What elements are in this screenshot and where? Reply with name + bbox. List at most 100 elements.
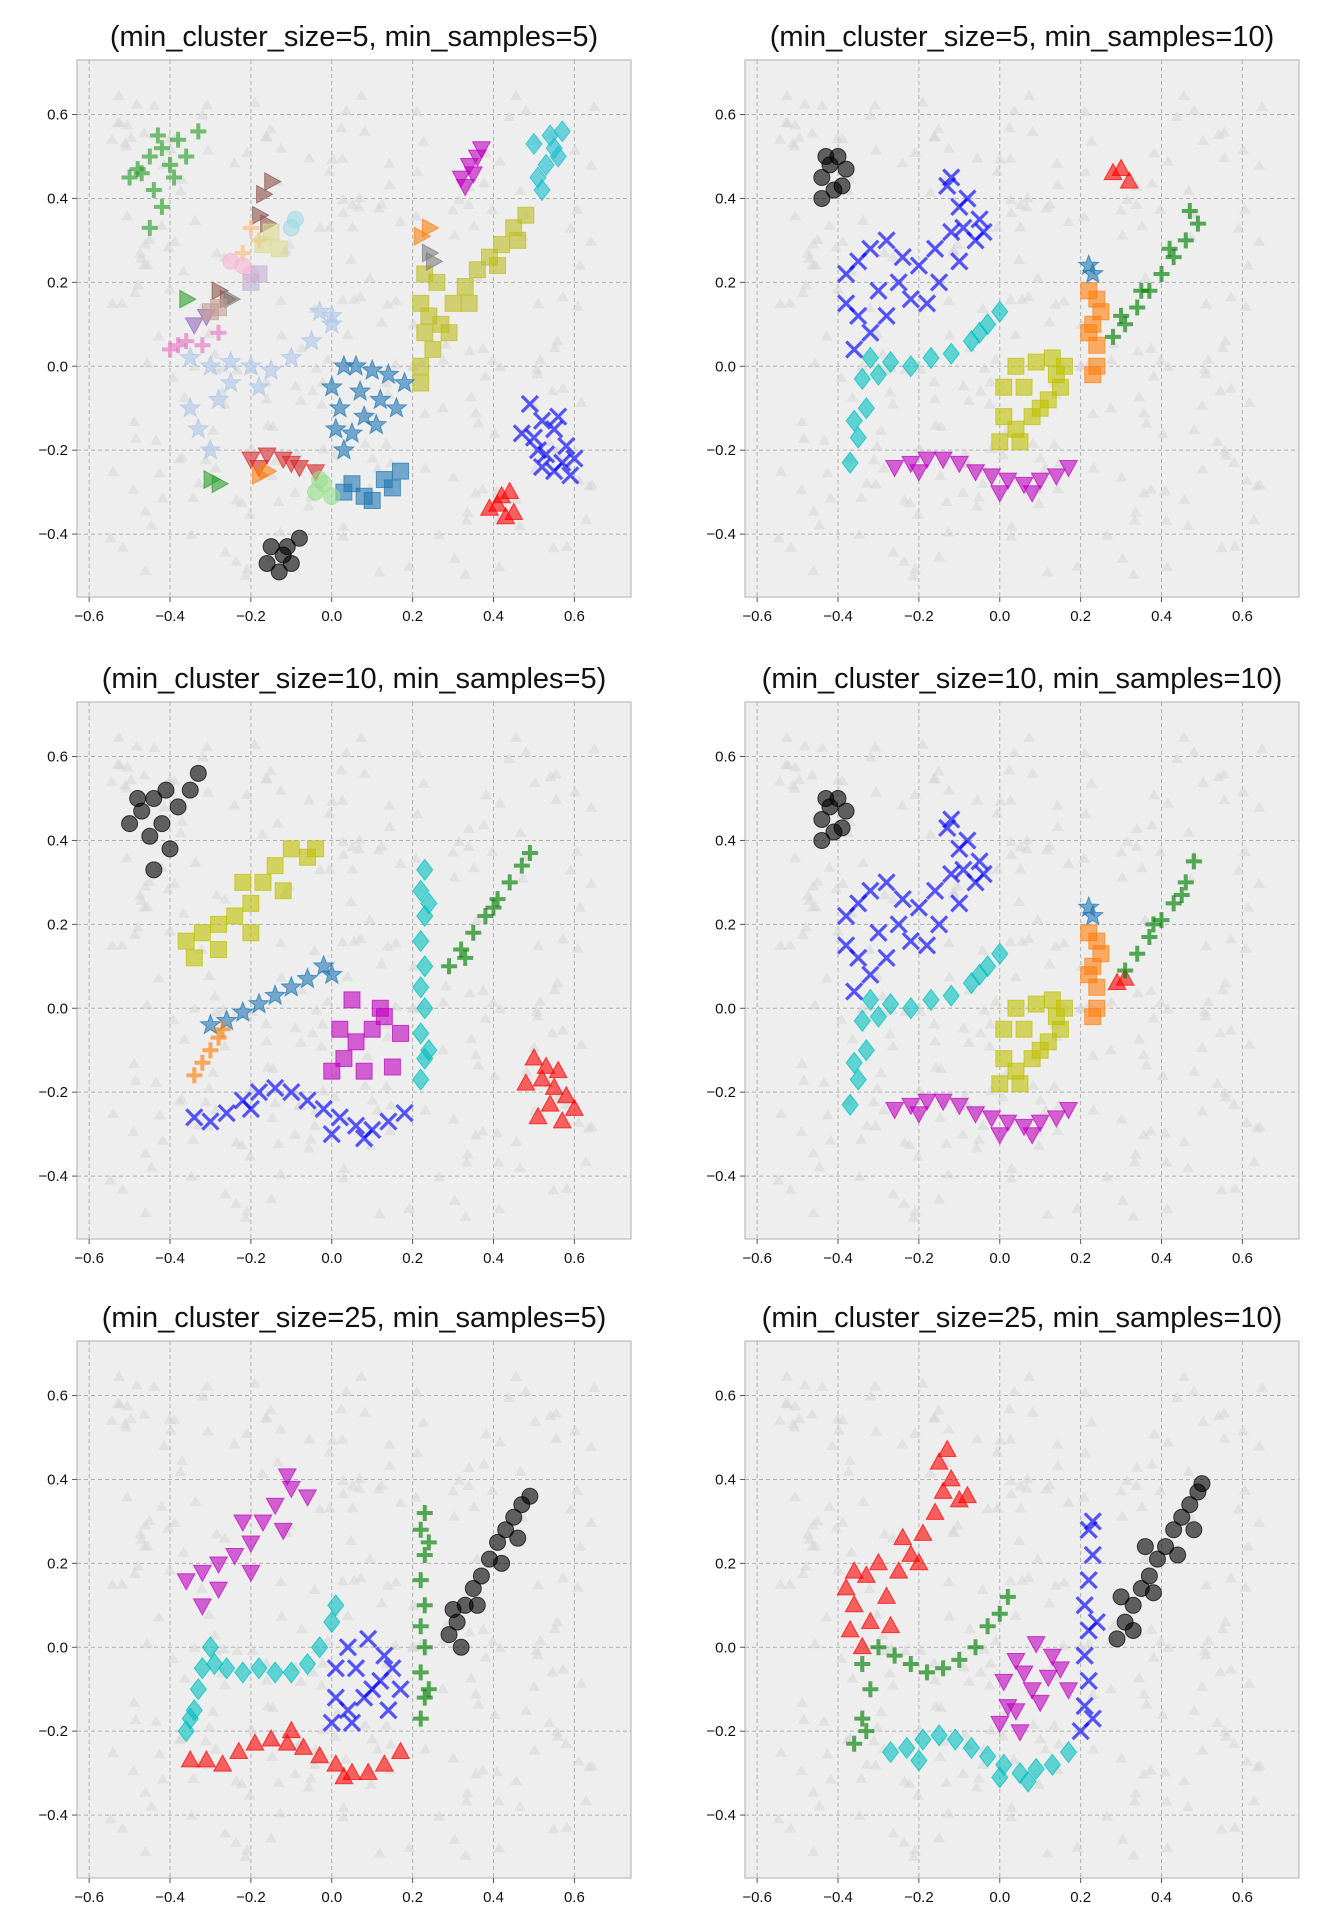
data-point [509, 1529, 527, 1547]
data-point [942, 864, 961, 884]
noise-point [141, 999, 154, 1010]
noise-point [119, 779, 132, 790]
cluster-points [121, 120, 584, 581]
data-point [994, 1673, 1014, 1692]
data-point [902, 1656, 919, 1673]
noise-point [797, 432, 810, 443]
data-point [201, 1112, 220, 1131]
noise-point [860, 1758, 873, 1769]
data-point [346, 1116, 366, 1135]
noise-point [1041, 1847, 1054, 1858]
noise-point [1161, 1203, 1174, 1214]
noise-point [899, 1645, 912, 1656]
data-point [485, 899, 502, 916]
data-point [444, 1601, 462, 1618]
noise-point [289, 486, 302, 497]
data-point [901, 290, 920, 309]
noise-point [520, 1704, 533, 1715]
data-point [1058, 1102, 1079, 1120]
x-tick-label: −0.4 [155, 1250, 185, 1267]
noise-point [1219, 977, 1232, 988]
data-point [524, 1047, 544, 1066]
data-point [416, 997, 434, 1020]
noise-point [1104, 402, 1117, 413]
data-point [854, 1656, 871, 1673]
noise-point [570, 203, 583, 214]
noise-point [269, 454, 282, 466]
noise-point [934, 1062, 947, 1073]
noise-point [1005, 520, 1018, 531]
data-point [853, 1009, 871, 1033]
data-point [998, 1699, 1018, 1717]
noise-point [323, 221, 336, 232]
noise-point [477, 1623, 490, 1634]
noise-point [978, 1004, 991, 1015]
noise-point [148, 99, 161, 111]
noise-point [916, 1377, 929, 1388]
x-tick-label: −0.4 [823, 1889, 853, 1906]
noise-point [1052, 1738, 1065, 1749]
data-point [250, 265, 268, 283]
noise-point [821, 467, 834, 478]
data-point [348, 379, 372, 401]
noise-point [1022, 932, 1035, 944]
data-point [412, 1521, 429, 1538]
noise-point [139, 1845, 152, 1857]
x-tick-label: 0.4 [483, 1889, 504, 1906]
data-point [954, 860, 973, 879]
data-point [877, 873, 896, 892]
noise-point [1232, 1503, 1245, 1514]
data-point [1189, 215, 1206, 232]
noise-point [1127, 568, 1140, 579]
noise-point [340, 104, 353, 116]
noise-point [871, 1082, 884, 1093]
data-point [247, 992, 271, 1014]
noise-point [141, 1638, 154, 1649]
noise-point [1214, 385, 1227, 396]
noise-point [1216, 341, 1229, 353]
data-point [322, 1124, 341, 1144]
data-point [412, 1710, 429, 1727]
noise-point [275, 329, 288, 340]
data-point [241, 1535, 261, 1554]
noise-point [486, 996, 499, 1007]
noise-point [1022, 290, 1035, 302]
data-point [1015, 1020, 1033, 1038]
noise-point [128, 1567, 141, 1578]
noise-point [1071, 1841, 1084, 1852]
noise-point [336, 152, 349, 163]
x-tick-label: 0.2 [402, 608, 423, 625]
data-point [958, 831, 977, 850]
noise-point [201, 741, 214, 752]
data-point [266, 1078, 285, 1098]
noise-point [295, 342, 308, 353]
data-point [416, 1597, 433, 1614]
noise-point [1039, 1743, 1052, 1754]
noise-point [1008, 104, 1021, 116]
data-point [877, 948, 896, 968]
noise-point [447, 1113, 460, 1124]
data-point [861, 323, 880, 342]
data-point [877, 231, 896, 250]
noise-point [116, 541, 129, 552]
noise-point [383, 1459, 396, 1471]
data-point [281, 455, 301, 474]
noise-points [772, 89, 1269, 581]
noise-point [266, 1062, 279, 1073]
noise-point [1227, 1098, 1240, 1109]
data-point [493, 236, 511, 254]
noise-point [138, 1408, 151, 1419]
data-point [1173, 1508, 1191, 1526]
noise-point [210, 1528, 223, 1539]
noise-point [1005, 1162, 1018, 1173]
noise-point [321, 995, 334, 1006]
noise-point [976, 1119, 989, 1131]
y-tick-label: −0.4 [38, 526, 68, 543]
data-point [564, 1098, 585, 1116]
data-point [374, 1754, 394, 1772]
noise-point [1133, 391, 1146, 402]
data-point [231, 1000, 255, 1023]
noise-point [389, 1576, 402, 1587]
noise-point [793, 1412, 806, 1424]
noise-point [1243, 1677, 1256, 1688]
